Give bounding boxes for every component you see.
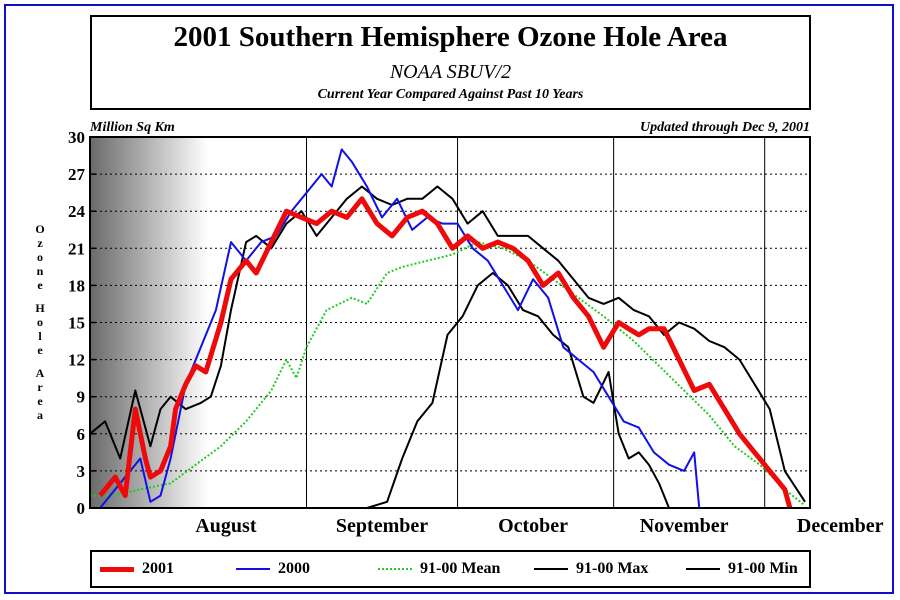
y-axis-label-char: l [38,329,42,343]
legend-label: 91-00 Mean [420,560,501,577]
series-line-91-00-max [89,185,806,503]
legend-item: 91-00 Min [686,552,798,586]
legend-swatch [686,568,720,570]
x-month-label: November [640,515,729,537]
y-axis-label-char: o [37,250,43,264]
series-line-2001 [98,196,793,509]
series-line-91-00-mean [90,241,806,507]
y-tick-label: 21 [68,239,85,258]
y-axis-label-char: e [37,278,43,292]
chart-title: 2001 Southern Hemisphere Ozone Hole Area [173,21,728,53]
units-label: Million Sq Km [89,120,175,135]
y-axis-label-char: o [37,315,43,329]
y-tick-label: 9 [77,388,86,407]
y-tick-label: 18 [68,276,85,295]
y-tick-label: 12 [68,351,85,370]
figure-frame [4,4,894,594]
legend-swatch [236,568,270,570]
legend-item: 91-00 Mean [378,552,500,586]
legend-label: 2000 [278,560,310,577]
legend-swatch [100,566,134,572]
y-axis-label-char: a [37,408,43,422]
updated-label: Updated through Dec 9, 2001 [640,120,810,135]
y-axis-label-char: z [37,236,43,250]
legend-swatch [378,568,412,570]
x-month-label: August [195,515,256,537]
y-tick-label: 15 [68,314,85,333]
y-tick-label: 6 [77,425,86,444]
y-tick-label: 30 [68,128,85,147]
legend-item: 91-00 Max [534,552,648,586]
y-axis-label-char: e [37,394,43,408]
legend-label: 2001 [142,560,174,577]
x-month-label: December [797,515,884,537]
y-tick-label: 24 [68,202,86,221]
legend-label: 91-00 Max [576,560,649,577]
chart-subtitle: NOAA SBUV/2 [389,61,512,83]
series-line-91-00-min [366,272,670,509]
shaded-band [90,137,208,508]
legend-item: 2001 [100,552,174,586]
y-tick-label: 3 [77,462,86,481]
legend-swatch [534,568,568,570]
series-line-2000 [90,148,805,509]
y-tick-label: 0 [77,499,86,518]
y-axis-label-char: H [35,301,45,315]
legend: 2001 2000 91-00 Mean 91-00 Max 91-00 Min [90,550,811,588]
chart-note: Current Year Compared Against Past 10 Ye… [317,87,584,102]
y-axis-label-char: r [37,380,43,394]
legend-label: 91-00 Min [728,560,798,577]
y-axis-label-char: e [37,343,43,357]
x-month-label: September [336,515,428,537]
y-axis-label-char: n [37,264,44,278]
y-axis-label-char: O [35,222,44,236]
y-axis-label-char: A [36,366,45,380]
title-box: 2001 Southern Hemisphere Ozone Hole Area… [90,15,811,110]
x-month-label: October [498,515,568,537]
legend-item: 2000 [236,552,310,586]
y-tick-label: 27 [68,165,86,184]
